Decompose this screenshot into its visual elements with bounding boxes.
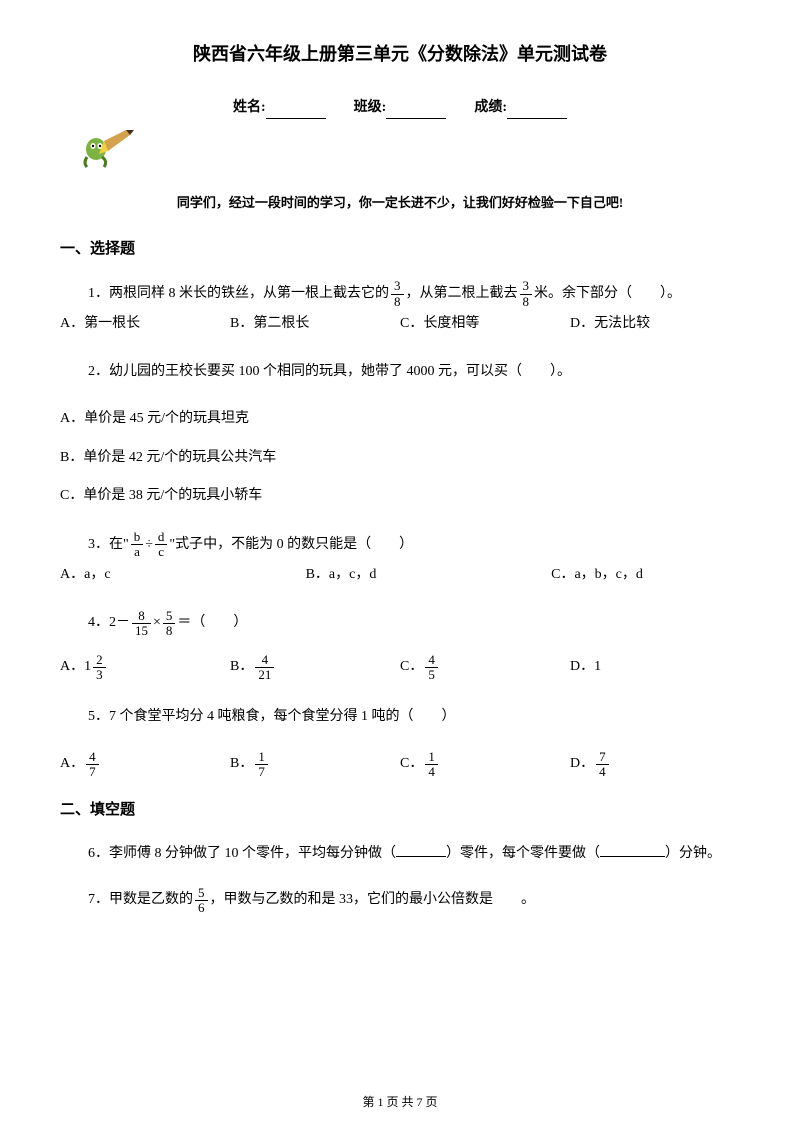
q4-options: A．123 B．421 C．45 D．1 bbox=[60, 652, 740, 683]
q2-opt-b: B．单价是 42 元/个的玩具公共汽车 bbox=[60, 443, 740, 474]
q2-opt-a: A．单价是 45 元/个的玩具坦克 bbox=[60, 404, 740, 435]
q3-num: 3． bbox=[88, 534, 109, 556]
q1-text-3: 米。余下部分（ ）。 bbox=[534, 283, 681, 305]
q5-opt-d: D．74 bbox=[570, 749, 740, 780]
q3-text-2: "式子中，不能为 0 的数只能是（ ） bbox=[169, 534, 413, 556]
q3-opt-c: C．a，b，c，d bbox=[551, 560, 740, 591]
q7-text-1: 甲数是乙数的 bbox=[109, 889, 193, 911]
q2-opt-c: C．单价是 38 元/个的玩具小轿车 bbox=[60, 481, 740, 512]
q7-text-2: ，甲数与乙数的和是 33，它们的最小公倍数是 。 bbox=[210, 889, 536, 911]
q1-text-1: 两根同样 8 米长的铁丝，从第一根上截去它的 bbox=[109, 283, 389, 305]
score-label: 成绩: bbox=[474, 100, 507, 115]
q1-text-2: ，从第二根上截去 bbox=[406, 283, 518, 305]
question-4: 4． 2－ 815 × 58 ＝（ ） bbox=[60, 609, 740, 639]
q6-blank-1[interactable] bbox=[396, 843, 446, 857]
q1-options: A．第一根长 B．第二根长 C．长度相等 D．无法比较 bbox=[60, 309, 740, 340]
q4-frac-2: 58 bbox=[163, 609, 176, 639]
test-title: 陕西省六年级上册第三单元《分数除法》单元测试卷 bbox=[60, 40, 740, 69]
q1-opt-a: A．第一根长 bbox=[60, 309, 230, 340]
q5-text: 7 个食堂平均分 4 吨粮食，每个食堂分得 1 吨的（ ） bbox=[109, 709, 456, 724]
q1-opt-c: C．长度相等 bbox=[400, 309, 570, 340]
q1-frac-1: 38 bbox=[391, 279, 404, 309]
q2-options: A．单价是 45 元/个的玩具坦克 B．单价是 42 元/个的玩具公共汽车 C．… bbox=[60, 404, 740, 512]
q7-frac: 56 bbox=[195, 886, 208, 916]
question-7: 7． 甲数是乙数的 56 ，甲数与乙数的和是 33，它们的最小公倍数是 。 bbox=[60, 886, 740, 916]
q3-frac-1: ba bbox=[131, 530, 144, 560]
q3-options: A．a，c B．a，c，d C．a，b，c，d bbox=[60, 560, 740, 591]
question-2: 2．幼儿园的王校长要买 100 个相同的玩具，她带了 4000 元，可以买（ ）… bbox=[60, 358, 740, 386]
q3-text-1: 在" bbox=[109, 534, 129, 556]
q5-opt-b: B．17 bbox=[230, 749, 400, 780]
q5-opt-c: C．14 bbox=[400, 749, 570, 780]
q4-frac-1: 815 bbox=[132, 609, 151, 639]
question-5: 5．7 个食堂平均分 4 吨粮食，每个食堂分得 1 吨的（ ） bbox=[60, 703, 740, 731]
score-blank[interactable] bbox=[507, 105, 567, 119]
q5-opt-a: A．47 bbox=[60, 749, 230, 780]
q1-num: 1． bbox=[88, 283, 109, 305]
class-label: 班级: bbox=[354, 100, 387, 115]
q4-opt-c: C．45 bbox=[400, 652, 570, 683]
q3-div: ÷ bbox=[145, 534, 153, 556]
q3-opt-b: B．a，c，d bbox=[306, 560, 552, 591]
q7-num: 7． bbox=[88, 889, 109, 911]
q6-text-1: 李师傅 8 分钟做了 10 个零件，平均每分钟做（ bbox=[109, 846, 396, 861]
q2-text: 幼儿园的王校长要买 100 个相同的玩具，她带了 4000 元，可以买（ ）。 bbox=[109, 364, 571, 379]
q4-opt-a: A．123 bbox=[60, 652, 230, 683]
q6-num: 6． bbox=[88, 846, 109, 861]
q3-frac-2: dc bbox=[155, 530, 168, 560]
q6-text-3: ）分钟。 bbox=[665, 846, 721, 861]
info-line: 姓名: 班级: 成绩: bbox=[60, 97, 740, 119]
q5-options: A．47 B．17 C．14 D．74 bbox=[60, 749, 740, 780]
section-2-heading: 二、填空题 bbox=[60, 798, 740, 822]
q5-num: 5． bbox=[88, 709, 109, 724]
pencil-icon bbox=[80, 127, 740, 180]
q6-text-2: ）零件，每个零件要做（ bbox=[446, 846, 600, 861]
q1-opt-b: B．第二根长 bbox=[230, 309, 400, 340]
name-blank[interactable] bbox=[266, 105, 326, 119]
class-blank[interactable] bbox=[386, 105, 446, 119]
q4-num: 4． bbox=[88, 612, 109, 634]
greeting: 同学们，经过一段时间的学习，你一定长进不少，让我们好好检验一下自己吧! bbox=[60, 193, 740, 214]
page-footer: 第 1 页 共 7 页 bbox=[0, 1093, 800, 1112]
q4-text-2: ＝（ ） bbox=[177, 612, 247, 634]
question-6: 6．李师傅 8 分钟做了 10 个零件，平均每分钟做（ ）零件，每个零件要做（ ）分… bbox=[60, 840, 740, 868]
name-label: 姓名: bbox=[233, 100, 266, 115]
q4-text-1: 2－ bbox=[109, 612, 130, 634]
question-1: 1． 两根同样 8 米长的铁丝，从第一根上截去它的 38 ，从第二根上截去 38… bbox=[60, 279, 740, 309]
q1-frac-2: 38 bbox=[520, 279, 533, 309]
q4-op: × bbox=[153, 612, 161, 634]
q4-opt-b: B．421 bbox=[230, 652, 400, 683]
q6-blank-2[interactable] bbox=[600, 843, 665, 857]
q2-num: 2． bbox=[88, 364, 109, 379]
question-3: 3． 在" ba ÷ dc "式子中，不能为 0 的数只能是（ ） bbox=[60, 530, 740, 560]
q3-opt-a: A．a，c bbox=[60, 560, 306, 591]
section-1-heading: 一、选择题 bbox=[60, 237, 740, 261]
q4-opt-d: D．1 bbox=[570, 652, 740, 683]
q1-opt-d: D．无法比较 bbox=[570, 309, 740, 340]
